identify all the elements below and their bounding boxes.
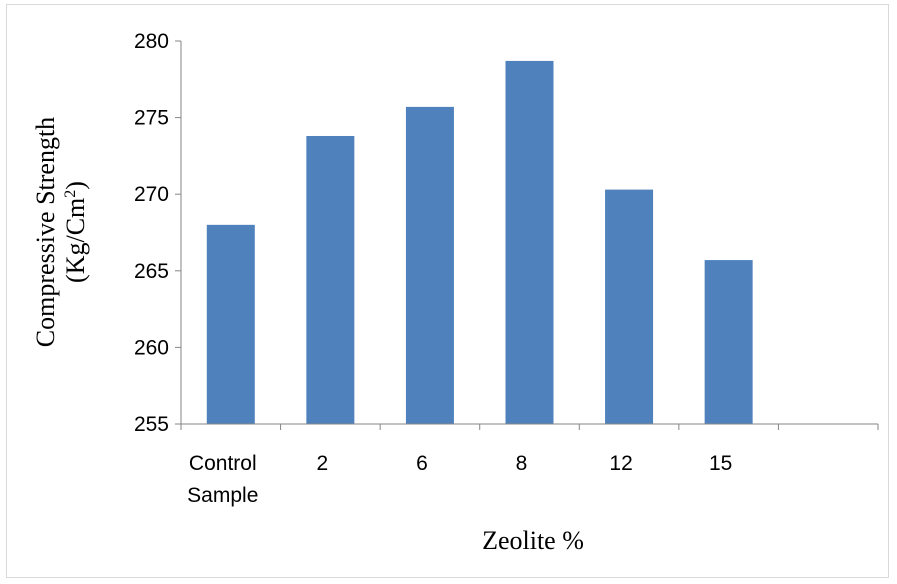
x-tick-label: 6 <box>416 452 428 475</box>
y-axis-title-line1: Compressive Strength <box>31 117 60 347</box>
x-tick-label: 2 <box>317 452 329 475</box>
y-axis-unit-close: ) <box>61 181 90 190</box>
x-tick-label: 15 <box>709 452 732 475</box>
y-tick-label: 270 <box>134 183 169 206</box>
y-axis-unit: (Kg/Cm <box>61 198 90 283</box>
bar <box>704 260 753 424</box>
bar <box>306 135 355 424</box>
bar <box>206 224 255 424</box>
y-axis: 255 260 265 270 275 280 <box>134 30 182 436</box>
bar <box>405 106 454 424</box>
x-tick-label: Control <box>189 452 257 475</box>
x-tick-label: 12 <box>609 452 632 475</box>
x-tick-label: 8 <box>516 452 528 475</box>
y-tick-label: 275 <box>134 107 169 130</box>
y-tick-label: 255 <box>134 413 169 436</box>
bars <box>206 60 753 424</box>
x-tick-label: Sample <box>187 484 258 507</box>
y-tick-label: 260 <box>134 336 169 359</box>
y-axis-title-line2: (Kg/Cm2) <box>61 181 90 283</box>
bar <box>605 189 654 424</box>
y-axis-title: Compressive Strength (Kg/Cm2) <box>31 117 90 347</box>
y-axis-unit-superscript: 2 <box>62 190 79 198</box>
bar <box>505 60 554 424</box>
y-tick-label: 265 <box>134 260 169 283</box>
x-axis-title: Zeolite % <box>482 526 584 555</box>
x-axis: Control Sample 2 6 8 12 15 <box>180 423 879 507</box>
y-tick-label: 280 <box>134 30 169 53</box>
